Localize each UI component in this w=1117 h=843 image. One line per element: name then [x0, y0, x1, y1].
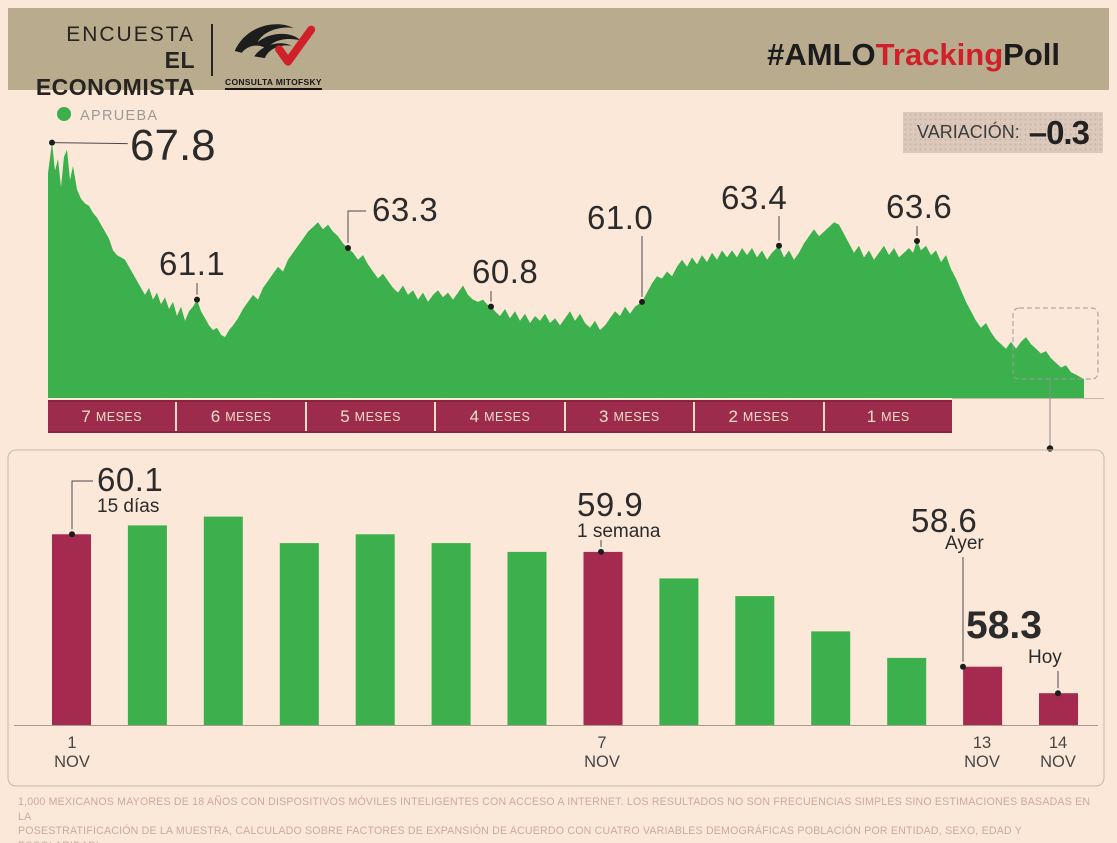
area-callout-61-1: 61.1 — [159, 245, 226, 282]
bar-callout-caption-hoy: Hoy — [1028, 647, 1062, 668]
band-6-meses: 6 MESES — [177, 402, 307, 431]
mitofsky-logo: CONSULTA MITOFSKY — [225, 19, 322, 90]
bar-callout-dot — [69, 531, 75, 538]
area-callout-61-0: 61.0 — [587, 199, 654, 236]
variation-value: –0.3 — [1028, 113, 1090, 151]
header-bar: ENCUESTA EL ECONOMISTA CONSULTA MITOFSKY… — [8, 8, 1109, 100]
recent-days-highlight-box — [1012, 307, 1099, 380]
months-band: 7 MESES 6 MESES 5 MESES 4 MESES 3 MESES 2 MESE… — [48, 400, 952, 433]
approval-area-series — [48, 142, 1084, 398]
bar — [811, 631, 851, 725]
band-3-meses: 3 MESES — [566, 402, 696, 431]
band-1-mes: 1 MES — [866, 406, 910, 426]
area-callout-dot — [914, 238, 920, 245]
bar-callout-caption-1semana: 1 semana — [577, 521, 661, 542]
footnote-line1: 1,000 MEXICANOS MAYORES DE 18 AÑOS CON D… — [18, 796, 1091, 823]
x-tick-14-nov: 14 NOV — [1040, 734, 1076, 771]
legend-dot-icon — [57, 107, 71, 121]
bar-highlighted — [52, 534, 91, 725]
band-7-meses: 7 MESES — [48, 402, 178, 431]
bar — [355, 534, 395, 725]
hashtag-part3: Poll — [1003, 37, 1060, 72]
area-callout-63-3: 63.3 — [372, 191, 439, 228]
legend-label: APRUEBA — [80, 108, 159, 124]
bar — [127, 525, 167, 725]
area-callout-dot — [194, 296, 200, 303]
area-callout-60-8: 60.8 — [472, 253, 539, 290]
bar — [279, 543, 319, 725]
area-callout-dot — [776, 242, 782, 249]
methodology-footnote: 1,000 MEXICANOS MAYORES DE 18 AÑOS CON D… — [18, 795, 1103, 843]
x-tick-13-nov: 13 NOV — [964, 734, 1000, 771]
mitofsky-logo-icon — [234, 24, 316, 66]
area-leader-line — [51, 142, 129, 145]
x-tick-1-nov: 1 NOV — [54, 734, 90, 771]
bar-callout-caption-ayer: Ayer — [945, 533, 984, 554]
variation-label: VARIACIÓN: — [917, 122, 1020, 142]
bar — [887, 657, 927, 725]
band-5-meses: 5 MESES — [307, 402, 437, 431]
bar — [735, 596, 775, 725]
bar — [203, 516, 243, 725]
area-leader-line — [347, 210, 366, 244]
masthead: ENCUESTA EL ECONOMISTA — [33, 23, 195, 101]
header-divider — [211, 24, 213, 76]
bar — [431, 543, 471, 725]
bar — [659, 578, 699, 725]
bar-callout-dot — [960, 663, 966, 670]
area-callout-dot — [49, 139, 55, 146]
variation-badge: VARIACIÓN: –0.3 — [903, 112, 1103, 153]
area-callout-dot — [639, 298, 645, 305]
masthead-line2: EL ECONOMISTA — [35, 47, 195, 100]
bar-callout-value-ayer: 58.6 — [911, 502, 978, 539]
hashtag-part2: Tracking — [875, 37, 1004, 72]
highlight-connector-dot — [1046, 445, 1054, 452]
bar-highlighted — [583, 551, 623, 725]
bar-callout-dot — [598, 548, 604, 555]
area-callout-63-6: 63.6 — [886, 188, 953, 225]
bar-callout-dot — [1055, 690, 1061, 697]
bar-callout-value-hoy: 58.3 — [966, 604, 1042, 647]
masthead-line1: ENCUESTA — [66, 23, 195, 46]
bar — [507, 551, 547, 725]
band-2-meses: 2 MESES — [695, 402, 825, 431]
bar-leader-line — [71, 480, 93, 530]
area-callout-dot — [488, 303, 494, 310]
x-tick-7-nov: 7 NOV — [584, 734, 620, 771]
mitofsky-logo-text: CONSULTA MITOFSKY — [225, 77, 322, 90]
bar-panel-border — [7, 449, 1105, 787]
bar-callout-caption-15dias: 15 días — [97, 496, 160, 517]
band-4-meses: 4 MESES — [436, 402, 566, 431]
area-callout-63-4: 63.4 — [721, 179, 788, 216]
bar-callout-value-1semana: 59.9 — [577, 486, 644, 523]
bar-highlighted — [963, 666, 1003, 725]
hashtag-title: #AMLOTrackingPoll — [767, 37, 1060, 73]
footnote-line2: POSESTRATIFICACIÓN DE LA MUESTRA, CALCUL… — [18, 825, 1022, 843]
area-callout-67-8: 67.8 — [130, 121, 216, 170]
bar-callout-value-15dias: 60.1 — [97, 461, 164, 498]
area-callout-dot — [345, 245, 351, 252]
bar-highlighted — [1039, 693, 1078, 725]
hashtag-part1: #AMLO — [767, 37, 876, 72]
